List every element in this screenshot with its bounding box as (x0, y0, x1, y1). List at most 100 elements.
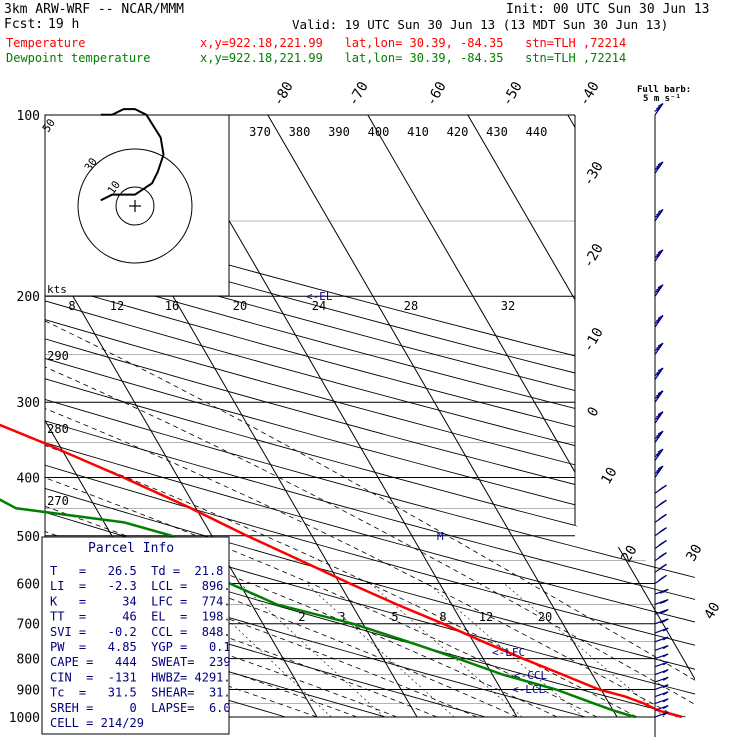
hodograph-ring-label-50: 50 (40, 116, 58, 134)
wind-barb-flag (662, 661, 669, 666)
wind-barb (654, 618, 669, 625)
wind-barb-flag (655, 432, 662, 438)
wind-barb-flag (654, 470, 660, 475)
wind-barb-flag (654, 107, 660, 112)
wind-barb-flag (654, 213, 660, 219)
wind-barb-flag (658, 553, 665, 558)
moist-adiabat (45, 295, 695, 718)
parcel-info-row: SVI = -0.2 CCL = 848. (50, 625, 231, 639)
hodograph-ring-label-10: 10 (105, 178, 123, 196)
wind-barb-flag (657, 284, 664, 289)
wind-barb (654, 484, 667, 494)
theta-label: 400 (368, 125, 390, 139)
wind-barb-flag (662, 608, 669, 614)
theta-label-lower: 270 (47, 494, 69, 508)
wind-barb-flag (655, 413, 662, 418)
parcel-info-frame (41, 536, 230, 735)
wind-barb (654, 314, 664, 328)
wind-barb-flag (662, 636, 669, 641)
theta-label: 380 (289, 125, 311, 139)
theta-label: 440 (526, 125, 548, 139)
wind-barb-flag (655, 251, 662, 256)
parcel-info-row: T = 26.5 Td = 21.8 (50, 564, 223, 578)
wind-barb-flag (655, 392, 662, 397)
lfc-marker: <-LFC (492, 646, 525, 659)
temperature-line (0, 423, 683, 719)
wind-barb (654, 342, 664, 355)
wind-barb-flag (657, 367, 664, 372)
pressure-label: 900 (17, 683, 40, 698)
isotherm-line (367, 115, 695, 718)
wind-barb-flag (655, 369, 662, 375)
wind-barb (654, 102, 664, 116)
dry-adiabat (45, 115, 695, 718)
theta-e-label: 28 (404, 299, 418, 313)
wind-barb-flag (657, 208, 664, 214)
wind-barb-flag (662, 645, 669, 650)
theta-label: 420 (447, 125, 469, 139)
parcel-info-row: K = 34 LFC = 774. (50, 594, 231, 608)
wind-barb-flag (657, 249, 664, 254)
wind-barb (654, 711, 669, 718)
dry-adiabat (45, 115, 695, 718)
isotherm-line (45, 115, 318, 718)
wind-barb-flag (662, 676, 669, 681)
wind-barb (654, 284, 664, 297)
isotherm-label: -60 (423, 79, 450, 109)
wind-barb (654, 588, 669, 595)
hodograph-trace (100, 108, 165, 202)
isotherm-label: -70 (345, 79, 372, 109)
wind-barbs (654, 102, 669, 718)
wind-barb-flag (657, 161, 664, 166)
dry-adiabat (45, 115, 695, 718)
moist-adiabat (45, 295, 678, 718)
wind-barb-flag (658, 515, 665, 520)
wind-barb (654, 465, 664, 478)
wind-barb-flag (654, 416, 660, 421)
ccl-marker: <-CCL (514, 669, 547, 682)
wind-barb (654, 552, 667, 562)
el-marker: <-EL (306, 290, 333, 303)
wind-barb-flag (659, 589, 666, 594)
isotherm-line (267, 115, 618, 718)
wind-barb-flag (654, 453, 660, 458)
wind-barb-flag (658, 501, 665, 506)
lcl-marker: <-LCL (512, 683, 545, 696)
wind-barb (654, 448, 664, 461)
wind-barb (654, 513, 667, 523)
wind-barb-flag (657, 342, 664, 347)
isotherm-label: -20 (580, 241, 607, 271)
wind-barb-flag (655, 211, 662, 216)
wind-barb (654, 574, 667, 584)
isotherm-label: 0 (584, 404, 602, 419)
pressure-label: 600 (17, 577, 40, 592)
init-time: Init: 00 UTC Sun 30 Jun 13 (506, 2, 710, 17)
theta-label: 370 (249, 125, 271, 139)
theta-label-lower: 280 (47, 422, 69, 436)
wind-barb-flag (662, 627, 669, 632)
pressure-label: 200 (17, 290, 40, 305)
isotherm-label: -40 (576, 79, 603, 109)
theta-e-label: 32 (501, 299, 515, 313)
wind-barb-flag (654, 289, 660, 294)
wind-barb-flag (662, 618, 669, 623)
theta-label: 430 (486, 125, 508, 139)
parcel-info-row: CAPE = 444 SWEAT= 239 (50, 655, 231, 669)
wind-barb-flag (655, 105, 662, 110)
wind-barb (654, 684, 669, 691)
wind-barb-flag (662, 698, 669, 703)
valid-time: Valid: 19 UTC Sun 30 Jun 13 (13 MDT Sun … (292, 17, 669, 32)
isotherm-label: -30 (580, 159, 607, 189)
wind-barb-flag (662, 599, 669, 604)
wind-barb-flag (657, 314, 664, 320)
wind-barb-flag (654, 254, 660, 259)
hodograph-ring-inner (115, 186, 155, 226)
wind-barb-flag (655, 163, 662, 168)
dry-adiabat (45, 115, 695, 718)
wind-barb-flag (657, 430, 664, 435)
wind-barb-flag (662, 653, 669, 658)
wind-barb-flag (662, 705, 669, 710)
wind-barb (654, 691, 669, 698)
wind-barb-flag (658, 576, 665, 581)
